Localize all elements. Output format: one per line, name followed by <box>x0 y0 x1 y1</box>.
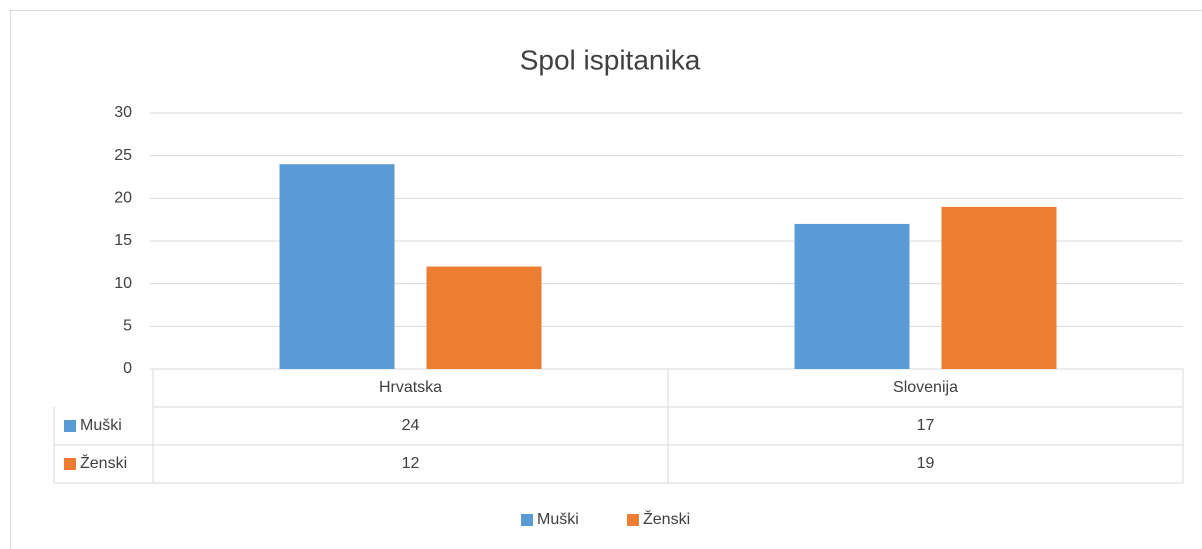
legend-label: Ženski <box>643 509 690 528</box>
bar <box>794 223 910 369</box>
y-tick-label: 5 <box>123 318 132 335</box>
x-tick-label: Slovenija <box>893 379 958 396</box>
y-tick-label: 10 <box>114 275 132 292</box>
bar <box>279 164 395 369</box>
table-series-label: Ženski <box>80 453 127 472</box>
chart-title: Spol ispitanika <box>520 44 701 75</box>
y-tick-label: 25 <box>114 147 132 164</box>
y-tick-label: 15 <box>114 232 132 249</box>
table-value: 24 <box>402 417 420 434</box>
legend-key <box>521 514 533 526</box>
x-tick-label: Hrvatska <box>379 379 442 396</box>
table-legend-key <box>64 458 76 470</box>
table-legend-key <box>64 420 76 432</box>
y-tick-label: 30 <box>114 104 132 121</box>
bar <box>941 206 1057 369</box>
table-series-label: Muški <box>80 417 122 434</box>
legend-label: Muški <box>537 511 579 528</box>
table-value: 17 <box>917 417 935 434</box>
table-value: 12 <box>402 455 420 472</box>
table-value: 19 <box>917 455 935 472</box>
y-tick-label: 20 <box>114 190 132 207</box>
legend-key <box>627 514 639 526</box>
y-tick-label: 0 <box>123 360 132 377</box>
bar <box>426 266 542 369</box>
